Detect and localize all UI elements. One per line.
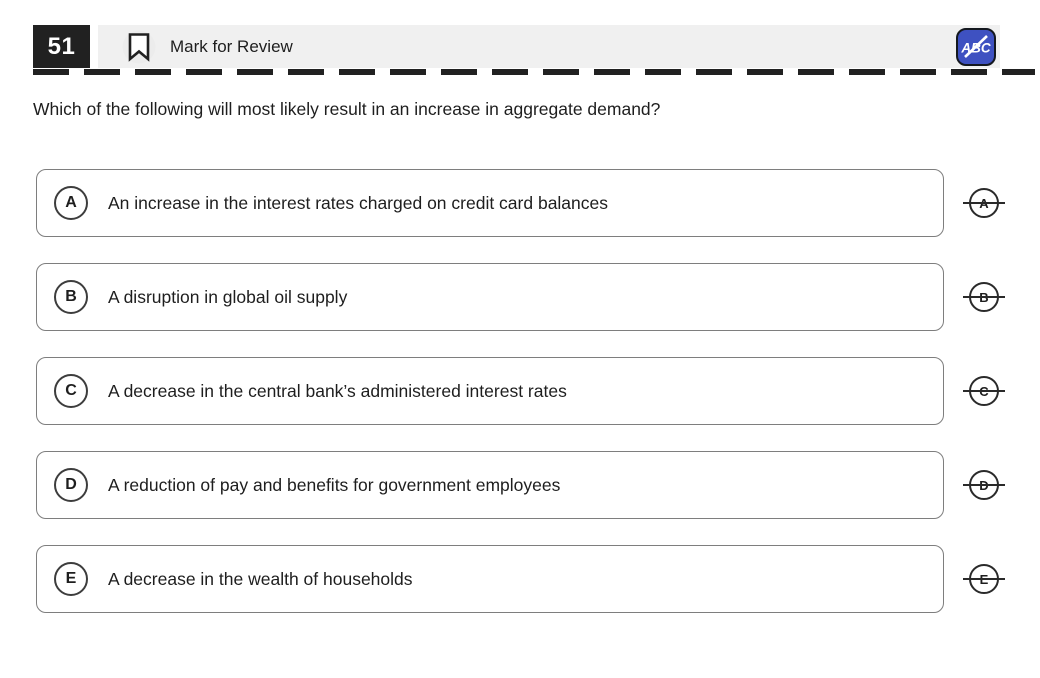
mark-for-review-label: Mark for Review	[170, 36, 293, 56]
option-row: C A decrease in the central bank’s admin…	[36, 357, 1005, 425]
dashed-divider	[33, 69, 1035, 75]
option-d-text: A reduction of pay and benefits for gove…	[108, 474, 561, 495]
option-c-letter: C	[54, 374, 88, 408]
eliminate-option-c-button[interactable]: C	[962, 369, 1006, 413]
strikethrough-line	[963, 202, 1005, 204]
eliminate-option-e-button[interactable]: E	[962, 557, 1006, 601]
option-row: E A decrease in the wealth of households…	[36, 545, 1005, 613]
option-d-letter: D	[54, 468, 88, 502]
option-row: D A reduction of pay and benefits for go…	[36, 451, 1005, 519]
eliminate-option-d-button[interactable]: D	[962, 463, 1006, 507]
strikethrough-line	[963, 578, 1005, 580]
eliminate-option-a-button[interactable]: A	[962, 181, 1006, 225]
eliminate-option-b-button[interactable]: B	[962, 275, 1006, 319]
strikethrough-line	[963, 296, 1005, 298]
mark-for-review-button[interactable]: Mark for Review	[120, 27, 293, 66]
option-b-text: A disruption in global oil supply	[108, 286, 348, 307]
option-a-letter: A	[54, 186, 88, 220]
bookmark-icon	[120, 27, 158, 66]
option-c-text: A decrease in the central bank’s adminis…	[108, 380, 567, 401]
header-bar: Mark for Review ABC	[98, 25, 1000, 68]
options-list: A An increase in the interest rates char…	[36, 169, 1005, 613]
option-c-button[interactable]: C A decrease in the central bank’s admin…	[36, 357, 944, 425]
option-e-letter: E	[54, 562, 88, 596]
option-row: A An increase in the interest rates char…	[36, 169, 1005, 237]
option-e-button[interactable]: E A decrease in the wealth of households	[36, 545, 944, 613]
header-gap	[90, 25, 98, 68]
option-b-button[interactable]: B A disruption in global oil supply	[36, 263, 944, 331]
answer-eliminator-toggle-button[interactable]: ABC	[956, 27, 996, 66]
question-header: 51 Mark for Review ABC	[33, 25, 1000, 68]
strikethrough-line	[963, 484, 1005, 486]
option-row: B A disruption in global oil supply B	[36, 263, 1005, 331]
option-a-text: An increase in the interest rates charge…	[108, 192, 609, 213]
abc-strikethrough-icon: ABC	[960, 34, 991, 58]
question-number: 51	[33, 25, 90, 68]
option-e-text: A decrease in the wealth of households	[108, 568, 413, 589]
strikethrough-line	[963, 390, 1005, 392]
option-d-button[interactable]: D A reduction of pay and benefits for go…	[36, 451, 944, 519]
option-a-button[interactable]: A An increase in the interest rates char…	[36, 169, 944, 237]
option-b-letter: B	[54, 280, 88, 314]
question-text: Which of the following will most likely …	[33, 99, 661, 119]
